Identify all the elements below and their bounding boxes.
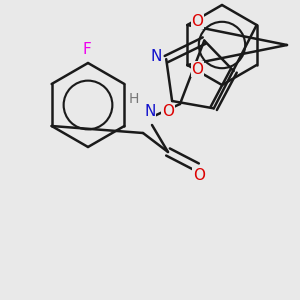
Text: O: O xyxy=(191,61,203,76)
Text: O: O xyxy=(191,14,203,28)
Text: F: F xyxy=(82,43,91,58)
Text: O: O xyxy=(162,103,174,118)
Text: O: O xyxy=(193,167,205,182)
Text: N: N xyxy=(151,49,162,64)
Text: H: H xyxy=(129,92,139,106)
Text: N: N xyxy=(144,103,156,118)
